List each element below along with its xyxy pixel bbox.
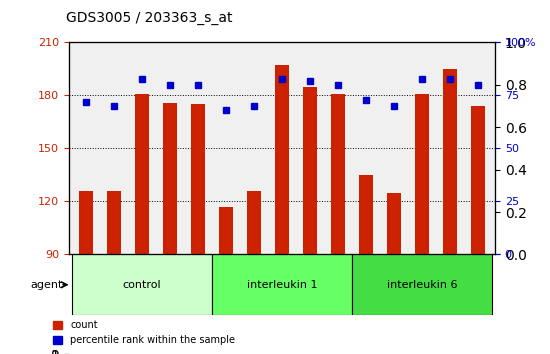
Text: interleukin 1: interleukin 1 bbox=[246, 280, 317, 290]
Bar bbox=[359, 175, 373, 255]
Bar bbox=[163, 103, 177, 255]
Text: agent: agent bbox=[31, 280, 63, 290]
Bar bbox=[191, 104, 205, 255]
Bar bbox=[387, 193, 401, 255]
Text: GSM211506: GSM211506 bbox=[249, 258, 258, 309]
Text: GDS3005 / 203363_s_at: GDS3005 / 203363_s_at bbox=[66, 11, 233, 25]
Bar bbox=[72, 255, 212, 315]
Text: GSM211500: GSM211500 bbox=[81, 258, 90, 309]
Text: GSM211507: GSM211507 bbox=[277, 258, 287, 309]
Text: GSM211505: GSM211505 bbox=[221, 258, 230, 309]
Text: GSM211503: GSM211503 bbox=[165, 258, 174, 309]
Text: GSM211501: GSM211501 bbox=[109, 258, 118, 309]
Text: GSM211508: GSM211508 bbox=[305, 258, 315, 309]
Bar bbox=[212, 255, 352, 315]
Text: control: control bbox=[122, 280, 161, 290]
Bar bbox=[219, 207, 233, 255]
Text: GSM211513: GSM211513 bbox=[446, 258, 455, 309]
Text: GSM211512: GSM211512 bbox=[417, 258, 427, 309]
Text: GSM211511: GSM211511 bbox=[389, 258, 399, 309]
Bar bbox=[79, 191, 92, 255]
Bar bbox=[352, 255, 492, 315]
Bar bbox=[247, 191, 261, 255]
Bar bbox=[471, 106, 485, 255]
Text: interleukin 6: interleukin 6 bbox=[387, 280, 458, 290]
Bar bbox=[107, 191, 120, 255]
Text: GSM211510: GSM211510 bbox=[361, 258, 371, 309]
Text: GSM211502: GSM211502 bbox=[137, 258, 146, 309]
Text: GSM211509: GSM211509 bbox=[333, 258, 343, 309]
Legend: count, percentile rank within the sample: count, percentile rank within the sample bbox=[49, 316, 239, 349]
Bar bbox=[275, 65, 289, 255]
Text: GSM211504: GSM211504 bbox=[193, 258, 202, 309]
Bar bbox=[135, 94, 148, 255]
Bar bbox=[303, 87, 317, 255]
Bar bbox=[443, 69, 457, 255]
Bar bbox=[415, 94, 429, 255]
Bar bbox=[331, 94, 345, 255]
Text: GSM211514: GSM211514 bbox=[474, 258, 483, 309]
